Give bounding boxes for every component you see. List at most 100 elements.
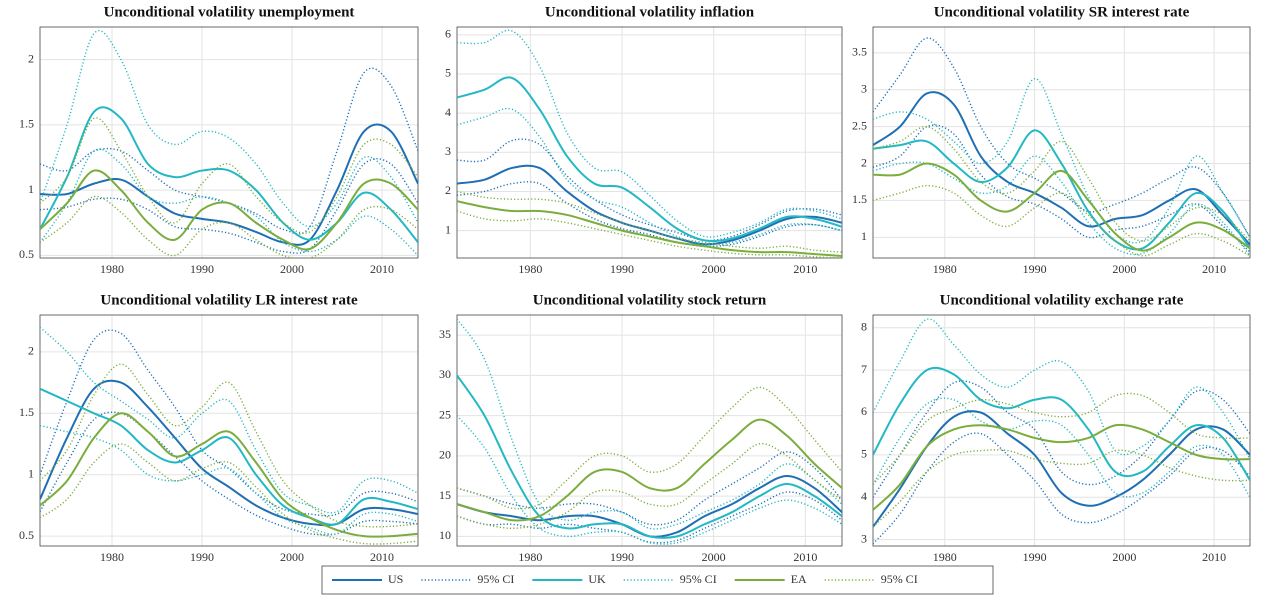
panel-title: Unconditional volatility unemployment <box>104 4 355 20</box>
x-tick-label: 2000 <box>702 262 726 276</box>
legend-label: 95% CI <box>477 572 514 586</box>
x-tick-label: 2000 <box>1112 550 1136 564</box>
legend-box <box>321 565 994 595</box>
x-tick-label: 1990 <box>1023 550 1047 564</box>
y-tick-label: 6 <box>861 404 867 418</box>
series-line <box>40 412 418 538</box>
y-tick-label: 6 <box>445 27 451 41</box>
y-tick-label: 1.5 <box>19 405 34 419</box>
plot-frame <box>872 314 1251 547</box>
y-tick-label: 3.5 <box>852 45 867 59</box>
series-line <box>873 162 1250 252</box>
series-line <box>873 423 1250 511</box>
y-tick-label: 1 <box>861 229 867 243</box>
x-tick-label: 2010 <box>1202 550 1226 564</box>
series-line <box>457 374 842 539</box>
y-tick-label: 10 <box>439 528 451 542</box>
panel-title: Unconditional volatility exchange rate <box>940 292 1184 308</box>
panel: Unconditional volatility stock return 10 1… <box>439 292 843 564</box>
y-tick-label: 0.5 <box>19 247 34 261</box>
series-line <box>40 379 418 527</box>
y-tick-label: 4 <box>445 105 451 119</box>
x-tick-label: 1990 <box>190 550 214 564</box>
plot-frame <box>39 26 419 259</box>
y-tick-label: 1 <box>28 182 34 196</box>
panel: Unconditional volatility unemployment 0.5… <box>19 4 419 276</box>
ci-line <box>40 158 418 254</box>
x-tick-label: 2010 <box>793 262 817 276</box>
y-tick-label: 3 <box>445 144 451 158</box>
ci-line <box>457 107 842 246</box>
legend-label: 95% CI <box>680 572 717 586</box>
y-tick-label: 1.5 <box>852 192 867 206</box>
x-tick-label: 1980 <box>933 550 957 564</box>
ci-line <box>873 392 1250 486</box>
ci-line <box>457 442 842 529</box>
x-tick-label: 1980 <box>100 262 124 276</box>
y-tick-label: 20 <box>439 448 451 462</box>
legend-label: EA <box>791 572 807 586</box>
x-tick-label: 1980 <box>518 550 542 564</box>
series-line <box>40 106 418 243</box>
y-tick-label: 2 <box>28 344 34 358</box>
x-tick-label: 1980 <box>518 262 542 276</box>
x-tick-label: 2000 <box>702 550 726 564</box>
series-line <box>873 129 1250 251</box>
ci-line <box>873 318 1250 460</box>
ci-line <box>40 443 418 545</box>
y-tick-label: 2 <box>861 155 867 169</box>
ci-line <box>873 397 1250 498</box>
ci-line <box>457 318 842 530</box>
x-tick-label: 2000 <box>280 262 304 276</box>
ci-line <box>40 424 418 535</box>
x-tick-label: 1980 <box>933 262 957 276</box>
x-tick-label: 1980 <box>100 550 124 564</box>
panel-title: Unconditional volatility LR interest rat… <box>100 292 358 308</box>
series-line <box>457 164 842 246</box>
ci-line <box>40 195 418 258</box>
x-tick-label: 2010 <box>1202 262 1226 276</box>
ci-line <box>873 380 1250 498</box>
ci-line <box>873 184 1250 257</box>
ci-line <box>873 77 1250 244</box>
ci-line <box>873 449 1250 528</box>
panel-title: Unconditional volatility inflation <box>545 4 755 20</box>
y-tick-label: 1.5 <box>19 117 34 131</box>
y-tick-label: 5 <box>861 447 867 461</box>
y-tick-label: 8 <box>861 319 867 333</box>
y-tick-label: 2 <box>28 51 34 65</box>
plot-frame <box>872 26 1251 259</box>
panel-title: Unconditional volatility stock return <box>533 292 767 308</box>
y-tick-label: 0.5 <box>19 528 34 542</box>
ci-line <box>40 411 418 536</box>
plot-frame <box>39 314 419 547</box>
series-line <box>457 76 842 243</box>
x-tick-label: 1990 <box>610 550 634 564</box>
ci-line <box>457 210 842 258</box>
x-tick-label: 2010 <box>370 550 394 564</box>
ci-line <box>40 363 418 528</box>
y-tick-label: 2.5 <box>852 118 867 132</box>
panel-title: Unconditional volatility SR interest rat… <box>934 4 1190 20</box>
x-tick-label: 1990 <box>610 262 634 276</box>
x-tick-label: 2000 <box>280 550 304 564</box>
panel: Unconditional volatility exchange rate 3 4… <box>861 292 1251 564</box>
y-tick-label: 25 <box>439 407 451 421</box>
x-tick-label: 2010 <box>793 550 817 564</box>
ci-line <box>873 124 1250 253</box>
legend-label: 95% CI <box>881 572 918 586</box>
y-tick-label: 1 <box>445 222 451 236</box>
x-tick-label: 1990 <box>190 262 214 276</box>
x-tick-label: 2010 <box>370 262 394 276</box>
plot-frame <box>456 26 843 259</box>
panel: Unconditional volatility SR interest rat… <box>852 4 1251 276</box>
plot-frame <box>456 314 843 547</box>
series-line <box>40 169 418 251</box>
ci-line <box>457 386 842 510</box>
ci-line <box>457 181 842 248</box>
ci-line <box>873 432 1250 545</box>
y-tick-label: 4 <box>861 489 867 503</box>
ci-line <box>457 415 842 545</box>
y-tick-label: 3 <box>861 81 867 95</box>
